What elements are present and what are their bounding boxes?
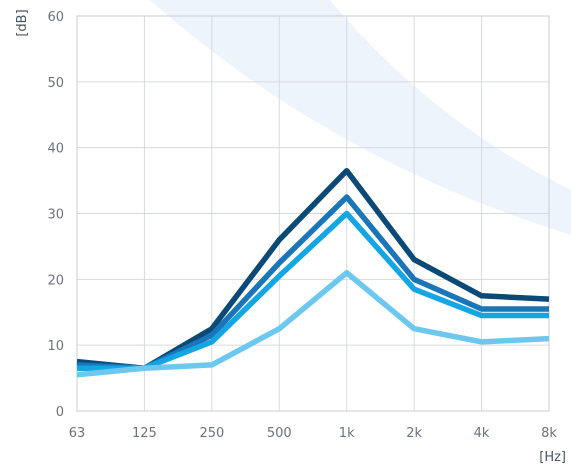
x-tick-label: 1k — [339, 426, 355, 441]
x-tick-label: 8k — [541, 426, 557, 441]
series-line-4 — [76, 270, 550, 378]
x-tick-label: 125 — [132, 426, 157, 441]
x-tick-label: 4k — [474, 426, 490, 441]
y-tick-label: 40 — [47, 142, 64, 157]
y-tick-label: 30 — [47, 208, 64, 223]
x-tick-label: 250 — [199, 426, 224, 441]
y-axis-label: [dB] — [15, 9, 30, 36]
y-tick-label: 60 — [47, 10, 64, 25]
x-axis-ticks: 63 125 250 500 1k 2k 4k 8k — [69, 426, 558, 441]
y-tick-label: 10 — [47, 339, 64, 354]
background-swoosh-decoration — [150, 0, 571, 235]
series-layer — [76, 167, 550, 378]
y-tick-label: 50 — [47, 76, 64, 91]
x-tick-label: 500 — [267, 426, 292, 441]
x-tick-label: 2k — [406, 426, 422, 441]
plot-frame — [76, 15, 550, 412]
chart-grid — [76, 15, 550, 412]
x-tick-label: 63 — [69, 426, 86, 441]
y-axis-ticks: 0 10 20 30 40 50 60 — [47, 10, 64, 420]
y-tick-label: 20 — [47, 273, 64, 288]
series-line-3 — [77, 210, 549, 371]
x-axis-label: [Hz] — [539, 450, 566, 465]
y-tick-label: 0 — [56, 405, 64, 420]
